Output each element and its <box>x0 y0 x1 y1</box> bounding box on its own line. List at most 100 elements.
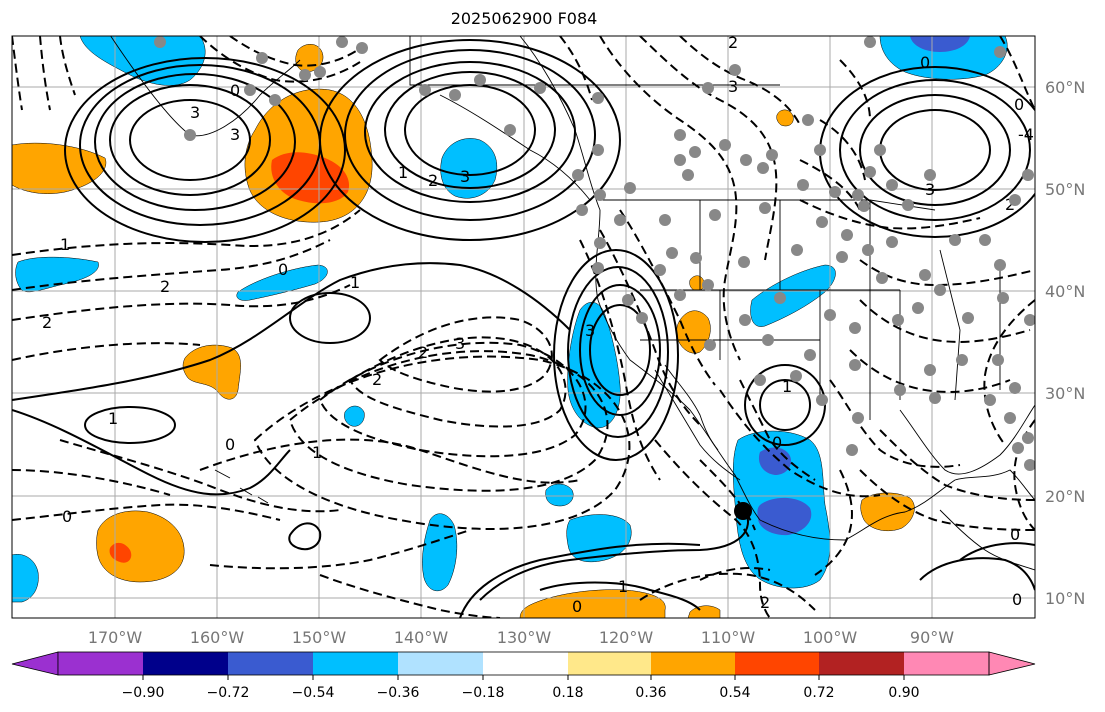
longitude-label: 150°W <box>292 628 347 647</box>
station-dot <box>1024 459 1035 471</box>
colorbar-tick-label: −0.36 <box>377 685 420 701</box>
orange-anomaly-southwest <box>96 510 185 583</box>
station-dot <box>740 154 752 166</box>
station-dot <box>876 272 888 284</box>
colorbar-segment <box>483 652 568 675</box>
colorbar-tick-label: 0.18 <box>552 685 583 701</box>
contour-label: 0 <box>772 433 782 452</box>
dashed-contours <box>12 36 1035 618</box>
station-dot <box>244 84 256 96</box>
station-dot <box>979 234 991 246</box>
latitude-label: 10°N <box>1045 589 1085 608</box>
station-dot <box>336 36 348 48</box>
station-markers <box>154 36 1035 471</box>
longitude-label: 90°W <box>910 628 954 647</box>
contour-label: 2 <box>728 33 738 52</box>
cyan-anomaly-plains <box>750 264 836 327</box>
station-dot <box>614 214 626 226</box>
station-dot <box>1009 382 1021 394</box>
station-dot <box>1004 412 1016 424</box>
cyan-anomaly-south-island <box>422 513 458 592</box>
station-dot <box>858 200 870 212</box>
longitude-label: 100°W <box>803 628 858 647</box>
longitude-label: 120°W <box>599 628 654 647</box>
station-dot <box>592 92 604 104</box>
station-dot <box>682 169 694 181</box>
contour-label: 2 <box>372 370 382 389</box>
station-dot <box>997 292 1009 304</box>
colorbar-segment <box>819 652 904 675</box>
blue-anomaly-northeast <box>910 36 970 52</box>
station-dot <box>846 444 858 456</box>
contour-label: 0 <box>1014 95 1024 114</box>
contour-label: 0 <box>920 53 930 72</box>
station-dot <box>902 199 914 211</box>
contour-label: 2 <box>160 277 170 296</box>
station-dot <box>919 269 931 281</box>
colorbar-frame <box>57 651 990 676</box>
cyan-anomaly-mid-pacific <box>236 264 328 301</box>
contour-label: 3 <box>230 125 240 144</box>
station-dot <box>994 46 1006 58</box>
station-dot <box>504 124 516 136</box>
station-dot <box>829 186 841 198</box>
cyan-anomaly-northwest <box>79 36 206 86</box>
station-dot <box>572 169 584 181</box>
contour-label: 2 <box>1005 195 1015 214</box>
station-dot <box>791 244 803 256</box>
station-dot <box>269 94 281 106</box>
colorbar-tick-label: −0.18 <box>462 685 505 701</box>
station-dot <box>184 129 196 141</box>
longitude-label: 160°W <box>190 628 245 647</box>
station-dot <box>702 82 714 94</box>
station-dot <box>962 312 974 324</box>
station-dot <box>849 359 861 371</box>
station-dot <box>592 262 604 274</box>
station-dot <box>356 42 368 54</box>
station-dot <box>719 139 731 151</box>
station-dot <box>704 339 716 351</box>
colorbar-segment <box>735 652 819 675</box>
station-dot <box>1022 432 1034 444</box>
contour-labels: 3 3 2 2 1 1 3 2 1 3 2 2 1 0 0 0 0 1 2 3 <box>42 33 1034 616</box>
station-dot <box>474 74 486 86</box>
colorbar-segment <box>398 652 483 675</box>
station-dot <box>654 264 666 276</box>
station-dot <box>864 36 876 48</box>
station-dot <box>702 279 714 291</box>
station-dot <box>956 354 968 366</box>
longitude-label: 110°W <box>701 628 756 647</box>
station-dot <box>659 214 671 226</box>
station-dot <box>624 182 636 194</box>
contour-label: 2 <box>42 313 52 332</box>
contour-label: 0 <box>225 435 235 454</box>
station-dot <box>1022 169 1034 181</box>
station-dot <box>534 82 546 94</box>
orange-anomaly-south-strip <box>519 589 666 618</box>
longitude-label: 170°W <box>88 628 143 647</box>
station-dot <box>894 384 906 396</box>
contour-label: 3 <box>728 77 738 96</box>
station-dot <box>912 302 924 314</box>
latitude-label: 30°N <box>1045 384 1085 403</box>
station-dot <box>802 114 814 126</box>
colorbar-tick-label: −0.54 <box>292 685 335 701</box>
longitude-axis: 170°W 160°W 150°W 140°W 130°W 120°W 110°… <box>88 628 954 647</box>
colorbar-tick-label: 0.72 <box>803 685 834 701</box>
station-dot <box>864 166 876 178</box>
station-dot <box>994 259 1006 271</box>
contour-label: 1 <box>312 443 322 462</box>
station-dot <box>816 394 828 406</box>
map-frame <box>11 35 1036 619</box>
latitude-axis: 60°N 50°N 40°N 30°N 20°N 10°N <box>1045 78 1085 608</box>
station-dot <box>949 234 961 246</box>
station-dot <box>886 236 898 248</box>
station-dot <box>738 256 750 268</box>
station-dot <box>594 237 606 249</box>
station-dot <box>314 66 326 78</box>
station-dot <box>759 202 771 214</box>
station-dot <box>886 179 898 191</box>
station-dot <box>1024 314 1035 326</box>
latitude-label: 20°N <box>1045 487 1085 506</box>
